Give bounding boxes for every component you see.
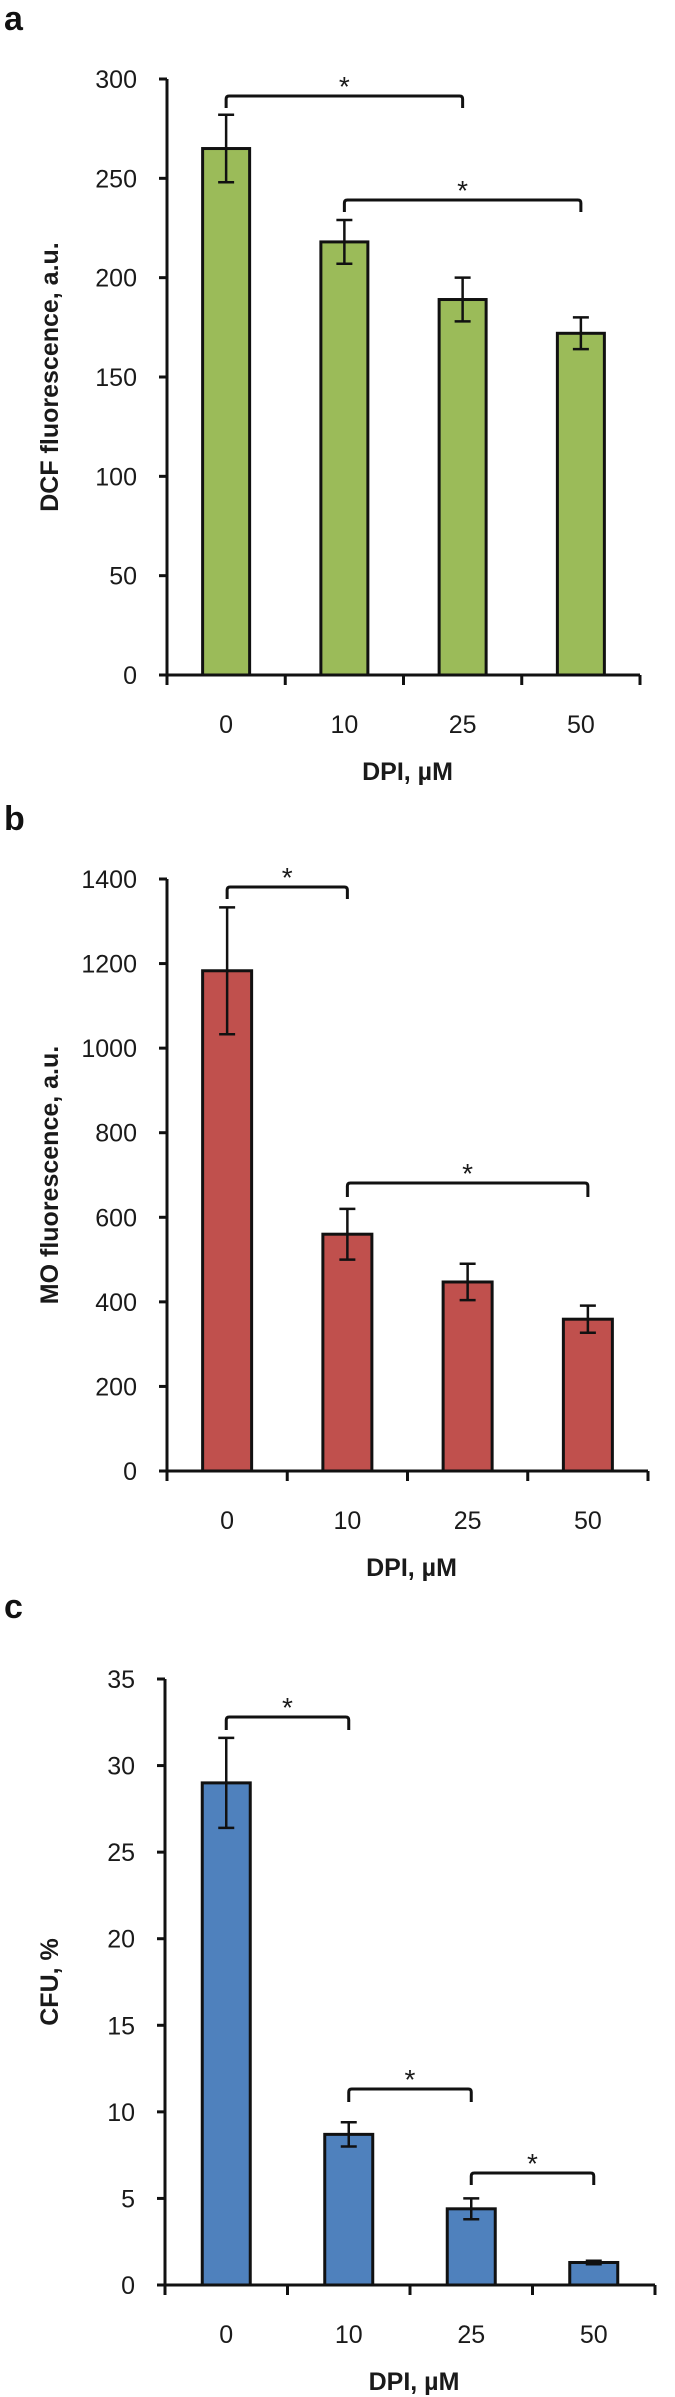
y-axis-title: MO fluorescence, a.u. [36,1046,64,1304]
panel-a: a DCF fluorescence, a.u. 0 50 100 150 200 250 3… [0,0,675,786]
bar-0 [201,147,252,677]
significance-star: * [282,1692,293,1723]
bar-25 [437,298,488,677]
y-tick-label: 250 [95,165,137,193]
y-tick-label: 15 [107,2012,135,2040]
x-axis-title: DPI, µM [369,2368,460,2396]
y-tick-label: 10 [107,2099,135,2127]
y-axis-title: CFU, % [36,1938,64,2026]
error-bar [463,2197,480,2221]
panel-letter: a [4,0,23,38]
error-bar [218,1736,235,1830]
significance-star: * [405,2064,416,2095]
error-bar [459,1262,476,1302]
bar-50 [555,331,606,677]
bar-chart-mo: MO fluorescence, a.u. 0 200 400 600 800 1000 12… [36,862,650,1582]
y-tick-label: 300 [95,66,137,94]
significance-star: * [457,175,468,206]
x-axis-title: DPI, µM [366,1554,457,1582]
y-tick-label: 200 [95,265,137,293]
x-tick-label: 25 [457,2321,485,2349]
significance-bracket: * [224,71,465,108]
panel-b: b MO fluorescence, a.u. 0 200 400 600 800 1000… [0,780,675,1600]
bar-chart-cfu: CFU, % 0 5 10 15 20 25 30 35 0 10 25 50 DPI, µM * * * [36,1666,657,2396]
x-tick-label: 25 [454,1507,482,1535]
x-tick-label: 50 [567,711,595,739]
y-tick-label: 800 [95,1120,137,1148]
bar-chart-dcf: DCF fluorescence, a.u.050100150200250300… [36,66,642,786]
panel-c: c CFU, % 0 5 10 15 20 25 30 35 0 10 25 50 DPI, µM * * * [0,1590,675,2397]
panel-letter: c [4,1588,23,1626]
bar-10 [321,1232,374,1473]
error-bar [585,2259,602,2266]
x-tick-label: 50 [574,1507,602,1535]
error-bar [454,276,471,323]
error-bar [218,113,235,184]
bar-0 [201,969,254,1473]
x-tick-label: 0 [219,711,233,739]
significance-bracket: * [345,1158,590,1197]
significance-bracket: * [225,862,349,899]
y-tick-label: 150 [95,364,137,392]
significance-star: * [527,2148,538,2179]
bar-10 [319,240,370,677]
y-tick-label: 1000 [81,1035,137,1063]
y-tick-label: 35 [107,1666,135,1694]
significance-bracket: * [347,2064,473,2102]
y-tick-label: 50 [109,563,137,591]
y-tick-label: 0 [123,662,137,690]
y-axis-title: DCF fluorescence, a.u. [36,242,64,512]
error-bar [579,1304,596,1334]
y-tick-label: 30 [107,1753,135,1781]
x-tick-label: 10 [335,2321,363,2349]
y-tick-label: 600 [95,1204,137,1232]
bar-10 [323,2132,375,2287]
bar-25 [441,1280,494,1473]
error-bar [340,2120,357,2148]
y-tick-label: 20 [107,1926,135,1954]
significance-star: * [282,862,293,893]
significance-bracket: * [342,175,583,212]
bar-0 [200,1781,252,2287]
error-bar [339,1207,356,1261]
y-tick-label: 100 [95,463,137,491]
significance-star: * [339,71,350,102]
y-tick-label: 400 [95,1289,137,1317]
x-tick-label: 0 [219,2321,233,2349]
error-bar [572,316,589,351]
y-tick-label: 0 [121,2272,135,2300]
x-tick-label: 25 [449,711,477,739]
y-tick-label: 25 [107,1839,135,1867]
x-axis-title: DPI, µM [362,758,453,786]
panel-letter: b [4,800,25,838]
x-tick-label: 50 [580,2321,608,2349]
significance-bracket: * [224,1692,351,1730]
y-tick-label: 0 [123,1458,137,1486]
bar-50 [568,2260,620,2287]
y-tick-label: 1400 [81,866,137,894]
bar-50 [561,1317,614,1473]
significance-bracket: * [469,2148,596,2185]
significance-star: * [462,1158,473,1189]
x-tick-label: 10 [330,711,358,739]
error-bar [219,906,236,1036]
x-tick-label: 10 [333,1507,361,1535]
x-tick-label: 0 [220,1507,234,1535]
y-tick-label: 5 [121,2185,135,2213]
y-tick-label: 200 [95,1373,137,1401]
y-tick-label: 1200 [81,951,137,979]
error-bar [336,218,353,266]
